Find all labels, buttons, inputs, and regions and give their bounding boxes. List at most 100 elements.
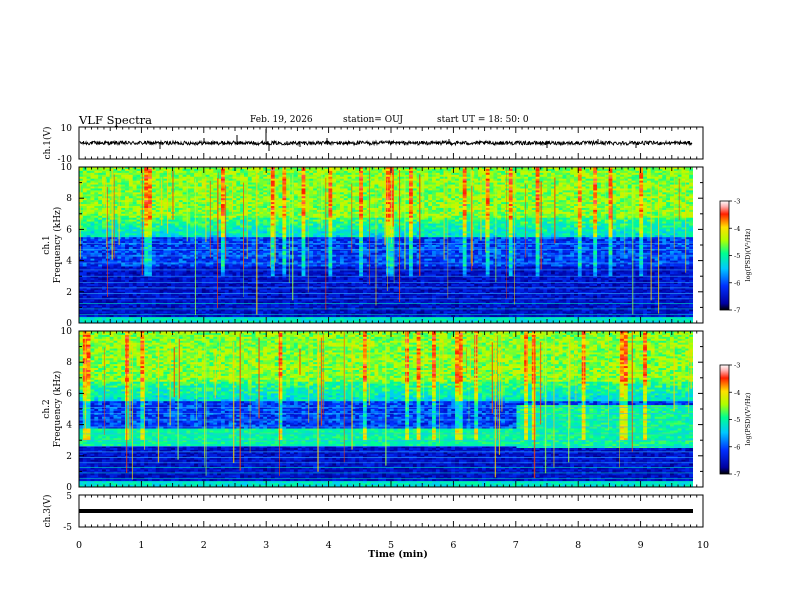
spectrogram-cell xyxy=(82,311,88,314)
spectrogram-cell xyxy=(94,243,99,246)
spectrogram-cell xyxy=(90,176,95,180)
spectrogram-cell xyxy=(109,309,114,312)
spectrogram-cell xyxy=(90,289,95,293)
spectrogram-cell xyxy=(79,309,84,312)
spectrogram-cell xyxy=(94,180,99,183)
spectrogram-cell xyxy=(90,258,95,261)
spectrogram-cell xyxy=(105,243,111,246)
spectrogram-cell xyxy=(102,223,107,226)
spectrogram-cell xyxy=(113,186,118,189)
spectrogram-cell xyxy=(128,256,134,260)
spectrogram-cell xyxy=(136,317,141,320)
spectrogram-cell xyxy=(90,268,95,271)
spectrogram-cell xyxy=(86,243,91,246)
spectrogram-cell xyxy=(86,250,91,254)
spectrogram-cell xyxy=(125,188,130,191)
spectrogram-cell xyxy=(90,321,95,323)
spectrogram-cell xyxy=(109,264,114,267)
spectrogram-cell xyxy=(125,284,130,287)
spectrogram-cell xyxy=(125,256,130,260)
spectrogram-cell xyxy=(94,186,99,189)
spectrogram-cell xyxy=(105,192,111,195)
spectrogram-cell xyxy=(117,252,122,256)
spectrogram-cell xyxy=(128,293,134,297)
spectrogram-cell xyxy=(132,258,137,261)
spectrogram-cell xyxy=(98,229,103,232)
spectrogram-cell xyxy=(79,307,84,310)
spectrogram-cell xyxy=(136,225,141,228)
spectrogram-cell xyxy=(121,309,126,312)
spectrogram-cell xyxy=(105,245,111,248)
spectrogram-cell xyxy=(121,190,126,193)
spectrogram-cell xyxy=(132,237,137,240)
spectrogram-cell xyxy=(113,225,118,228)
spectrogram-cell xyxy=(125,276,130,279)
spectrogram-cell xyxy=(128,237,134,240)
spectrogram-cell xyxy=(82,221,88,224)
spectrogram-cell xyxy=(121,274,126,277)
spectrogram-cell xyxy=(113,211,118,215)
spectrogram-cell xyxy=(86,180,91,183)
spectrogram-cell xyxy=(117,248,122,252)
spectrogram-cell xyxy=(102,276,107,279)
spectrogram-cell xyxy=(82,190,88,193)
spectrogram-cell xyxy=(90,256,95,260)
spectrogram-cell xyxy=(105,285,111,289)
spectrogram-cell xyxy=(79,178,84,182)
spectrogram-cell xyxy=(79,167,84,170)
spectrogram-cell xyxy=(121,268,126,271)
spectrogram-cell xyxy=(121,289,126,293)
spectrogram-cell xyxy=(86,303,91,306)
spectrogram-cell xyxy=(132,231,137,234)
spectrogram-cell xyxy=(98,182,103,185)
spectrogram-cell xyxy=(102,178,107,182)
spectrogram-cell xyxy=(82,291,88,295)
spectrogram-cell xyxy=(79,235,84,238)
spectrogram-cell xyxy=(136,243,141,246)
spectrogram-cell xyxy=(94,315,99,318)
spectrogram-cell xyxy=(82,219,88,222)
spectrogram-cell xyxy=(98,287,103,291)
spectrogram-cell xyxy=(105,311,111,314)
spectrogram-cell xyxy=(86,241,91,244)
spectrogram-cell xyxy=(132,239,137,242)
spectrogram-cell xyxy=(113,264,118,267)
spectrogram-cell xyxy=(117,282,122,285)
spectrogram-cell xyxy=(102,291,107,295)
spectrogram-cell xyxy=(105,206,111,209)
spectrogram-cell xyxy=(121,315,126,318)
spectrogram-cell xyxy=(98,301,103,304)
spectrogram-cell xyxy=(102,243,107,246)
spectrogram-cell xyxy=(140,301,145,304)
spectrogram-cell xyxy=(109,258,114,261)
spectrogram-cell xyxy=(98,241,103,244)
spectrogram-cell xyxy=(121,307,126,310)
spectrogram-cell xyxy=(121,219,126,222)
spectrogram-cell xyxy=(140,289,145,293)
spectrogram-cell xyxy=(86,174,91,178)
spectrogram-cell xyxy=(125,243,130,246)
spectrogram-cell xyxy=(113,237,118,240)
spectrogram-cell xyxy=(98,225,103,228)
spectrogram-cell xyxy=(105,250,111,254)
spectrogram-cell xyxy=(86,295,91,299)
spectrogram-cell xyxy=(102,301,107,304)
spectrogram-cell xyxy=(136,305,141,308)
spectrogram-cell xyxy=(105,295,111,299)
spectrogram-cell xyxy=(128,301,134,304)
spectrogram-cell xyxy=(136,299,141,302)
spectrogram-cell xyxy=(117,315,122,318)
spectrogram-cell xyxy=(132,248,137,252)
spectrogram-cell xyxy=(136,301,141,304)
spectrogram-cell xyxy=(79,303,84,306)
spectrogram-cell xyxy=(113,256,118,260)
spectrogram-cell xyxy=(102,237,107,240)
spectrogram-cell xyxy=(132,170,137,174)
spectrogram-cell xyxy=(82,276,88,279)
spectrogram-cell xyxy=(90,194,95,197)
spectrogram-cell xyxy=(117,274,122,277)
spectrogram-cell xyxy=(132,315,137,318)
spectrogram-cell xyxy=(94,184,99,187)
spectrogram-cell xyxy=(117,180,122,183)
spectrogram-cell xyxy=(109,307,114,310)
